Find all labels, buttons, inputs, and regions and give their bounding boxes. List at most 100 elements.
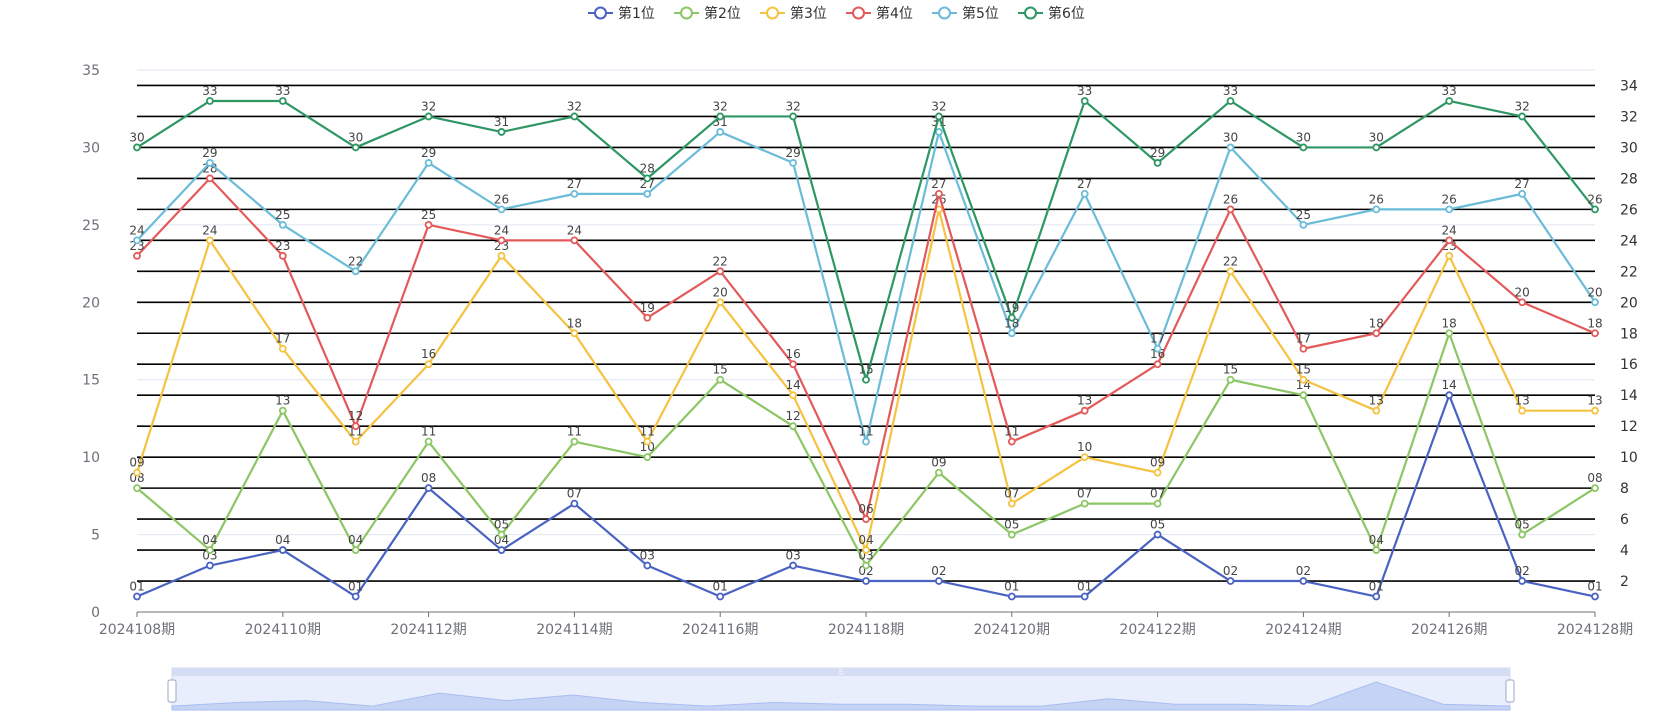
data-point[interactable] <box>1445 329 1454 338</box>
data-point[interactable] <box>278 344 287 353</box>
data-point[interactable] <box>1007 530 1016 539</box>
data-point[interactable] <box>205 174 214 183</box>
data-point[interactable] <box>1518 189 1526 198</box>
data-point[interactable] <box>716 592 725 601</box>
data-point[interactable] <box>643 174 652 183</box>
data-point[interactable] <box>570 189 579 198</box>
data-point[interactable] <box>1372 329 1381 338</box>
data-point[interactable] <box>643 313 652 322</box>
data-point[interactable] <box>424 220 433 229</box>
data-point[interactable] <box>1226 205 1235 214</box>
data-point[interactable] <box>351 267 360 276</box>
data-point[interactable] <box>133 236 141 245</box>
data-point[interactable] <box>570 236 579 245</box>
data-point[interactable] <box>1591 298 1599 307</box>
data-point[interactable] <box>789 391 797 400</box>
data-point[interactable] <box>935 189 943 198</box>
data-point[interactable] <box>643 453 652 462</box>
data-point[interactable] <box>935 468 943 477</box>
data-point[interactable] <box>205 236 214 245</box>
data-point[interactable] <box>716 298 725 307</box>
data-point[interactable] <box>1591 592 1599 601</box>
data-point[interactable] <box>497 530 506 539</box>
data-point[interactable] <box>1080 453 1089 462</box>
data-point[interactable] <box>570 112 579 121</box>
data-point[interactable] <box>1153 468 1162 477</box>
data-point[interactable] <box>1299 220 1308 229</box>
data-point[interactable] <box>497 205 506 214</box>
data-point[interactable] <box>1299 143 1308 152</box>
data-point[interactable] <box>935 128 943 136</box>
data-point[interactable] <box>862 437 870 446</box>
data-point[interactable] <box>497 128 506 136</box>
data-point[interactable] <box>570 437 579 446</box>
data-point[interactable] <box>643 561 652 570</box>
data-point[interactable] <box>1080 592 1089 601</box>
data-point[interactable] <box>1299 391 1308 400</box>
data-point[interactable] <box>716 375 725 384</box>
data-point[interactable] <box>1080 499 1089 508</box>
data-point[interactable] <box>1591 406 1599 415</box>
data-point[interactable] <box>278 251 287 260</box>
data-point[interactable] <box>1445 97 1454 105</box>
data-point[interactable] <box>1372 546 1381 554</box>
data-point[interactable] <box>1591 329 1599 338</box>
data-point[interactable] <box>205 561 214 570</box>
data-point[interactable] <box>351 437 360 446</box>
data-point[interactable] <box>789 159 797 167</box>
data-point[interactable] <box>133 143 141 152</box>
data-point[interactable] <box>351 143 360 152</box>
data-point[interactable] <box>1226 97 1235 105</box>
data-point[interactable] <box>716 267 725 276</box>
data-point[interactable] <box>278 546 287 554</box>
legend-item[interactable]: 第6位 <box>1018 5 1085 22</box>
data-point[interactable] <box>1518 112 1526 121</box>
data-point[interactable] <box>1372 205 1381 214</box>
data-point[interactable] <box>862 546 870 554</box>
data-point[interactable] <box>1372 143 1381 152</box>
data-point[interactable] <box>1299 375 1308 384</box>
data-point[interactable] <box>1007 313 1016 322</box>
legend-item[interactable]: 第2位 <box>674 5 741 22</box>
data-point[interactable] <box>789 422 797 431</box>
data-point[interactable] <box>1080 97 1089 105</box>
data-point[interactable] <box>497 251 506 260</box>
data-point[interactable] <box>716 128 725 136</box>
data-point[interactable] <box>1226 267 1235 276</box>
data-point[interactable] <box>1007 499 1016 508</box>
data-zoom-slider[interactable]: ⠿ <box>167 667 1515 711</box>
data-point[interactable] <box>424 159 433 167</box>
data-point[interactable] <box>1153 159 1162 167</box>
data-point[interactable] <box>205 97 214 105</box>
data-point[interactable] <box>278 406 287 415</box>
data-point[interactable] <box>278 97 287 105</box>
data-point[interactable] <box>1153 344 1162 353</box>
data-point[interactable] <box>1153 499 1162 508</box>
data-point[interactable] <box>1591 205 1599 214</box>
data-point[interactable] <box>497 236 506 245</box>
data-point[interactable] <box>643 437 652 446</box>
data-point[interactable] <box>1518 577 1526 585</box>
data-point[interactable] <box>1153 530 1162 539</box>
data-point[interactable] <box>1153 360 1162 369</box>
data-point[interactable] <box>789 360 797 369</box>
data-point[interactable] <box>1226 143 1235 152</box>
data-point[interactable] <box>1445 205 1454 214</box>
data-point[interactable] <box>935 112 943 121</box>
data-point[interactable] <box>424 360 433 369</box>
data-point[interactable] <box>862 577 870 585</box>
data-point[interactable] <box>862 375 870 384</box>
data-point[interactable] <box>1591 484 1599 493</box>
data-point[interactable] <box>1518 298 1526 307</box>
data-point[interactable] <box>1080 406 1089 415</box>
data-point[interactable] <box>497 546 506 554</box>
legend-item[interactable]: 第5位 <box>932 5 999 22</box>
data-point[interactable] <box>1299 577 1308 585</box>
data-point[interactable] <box>789 112 797 121</box>
data-point[interactable] <box>424 437 433 446</box>
data-point[interactable] <box>1007 592 1016 601</box>
data-point[interactable] <box>351 546 360 554</box>
data-point[interactable] <box>133 592 141 601</box>
data-point[interactable] <box>351 592 360 601</box>
data-point[interactable] <box>205 546 214 554</box>
